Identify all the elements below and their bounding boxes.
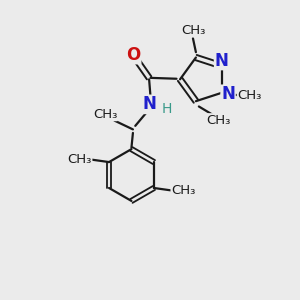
Text: H: H [162, 102, 172, 116]
Text: CH₃: CH₃ [171, 184, 196, 197]
Text: N: N [214, 52, 229, 70]
Text: CH₃: CH₃ [237, 89, 262, 102]
Text: N: N [142, 95, 156, 113]
Text: CH₃: CH₃ [68, 153, 92, 166]
Text: CH₃: CH₃ [181, 24, 205, 37]
Text: N: N [221, 85, 235, 103]
Text: CH₃: CH₃ [93, 108, 117, 121]
Text: CH₃: CH₃ [207, 114, 231, 127]
Text: O: O [126, 46, 141, 64]
